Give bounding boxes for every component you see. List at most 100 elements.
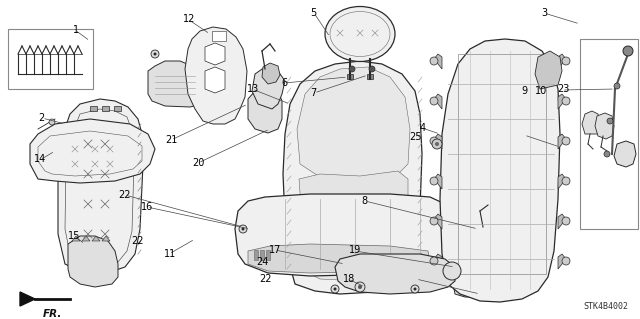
Polygon shape	[558, 94, 566, 109]
Polygon shape	[82, 236, 90, 241]
Circle shape	[413, 287, 417, 291]
Text: 11: 11	[163, 249, 176, 259]
Circle shape	[154, 53, 157, 56]
Text: 20: 20	[192, 158, 205, 168]
Polygon shape	[252, 67, 285, 109]
Polygon shape	[68, 236, 118, 287]
Polygon shape	[558, 214, 566, 229]
Bar	[212, 31, 226, 41]
Text: 10: 10	[534, 86, 547, 96]
Circle shape	[430, 137, 438, 145]
Circle shape	[562, 177, 570, 185]
Polygon shape	[452, 254, 492, 297]
Polygon shape	[185, 27, 247, 124]
Bar	[413, 266, 425, 284]
Polygon shape	[475, 224, 500, 256]
Polygon shape	[262, 63, 280, 84]
Circle shape	[49, 119, 55, 125]
Polygon shape	[283, 61, 422, 294]
Polygon shape	[558, 54, 566, 69]
Text: 7: 7	[310, 87, 317, 98]
Polygon shape	[582, 111, 600, 134]
Bar	[580, 39, 638, 229]
Polygon shape	[58, 99, 143, 272]
Bar	[114, 106, 121, 111]
Polygon shape	[335, 254, 455, 294]
Polygon shape	[102, 236, 110, 241]
Bar	[458, 54, 546, 274]
Bar	[102, 106, 109, 111]
Circle shape	[355, 282, 365, 292]
Bar	[266, 250, 270, 260]
Circle shape	[614, 83, 620, 89]
Polygon shape	[300, 219, 412, 281]
Bar	[254, 250, 258, 260]
Bar	[362, 266, 374, 284]
Polygon shape	[434, 254, 442, 269]
Text: 4: 4	[419, 122, 426, 133]
Circle shape	[623, 46, 633, 56]
Text: 6: 6	[282, 78, 288, 88]
Text: 19: 19	[349, 245, 362, 256]
Circle shape	[430, 177, 438, 185]
Polygon shape	[535, 51, 562, 89]
Polygon shape	[205, 43, 225, 65]
Text: 9: 9	[522, 86, 528, 96]
Circle shape	[430, 57, 438, 65]
Circle shape	[432, 139, 442, 149]
Text: 25: 25	[410, 132, 422, 142]
Polygon shape	[434, 134, 442, 149]
Circle shape	[411, 285, 419, 293]
Circle shape	[358, 285, 362, 289]
Circle shape	[239, 225, 247, 233]
Bar	[367, 74, 373, 79]
Text: 1: 1	[72, 25, 79, 35]
Polygon shape	[297, 67, 410, 179]
Text: 14: 14	[33, 154, 46, 165]
Bar	[379, 266, 391, 284]
Polygon shape	[614, 141, 636, 167]
Polygon shape	[72, 236, 80, 241]
Text: 2: 2	[38, 113, 45, 123]
Text: 18: 18	[342, 274, 355, 284]
Circle shape	[604, 151, 610, 157]
Polygon shape	[205, 67, 225, 93]
Polygon shape	[20, 292, 35, 306]
Circle shape	[331, 285, 339, 293]
Text: 21: 21	[165, 135, 178, 145]
Polygon shape	[558, 134, 566, 149]
Text: 24: 24	[256, 256, 269, 267]
Circle shape	[562, 257, 570, 265]
Circle shape	[562, 137, 570, 145]
Bar	[347, 74, 353, 79]
Polygon shape	[148, 61, 208, 107]
Circle shape	[430, 217, 438, 225]
Text: FR.: FR.	[42, 309, 61, 319]
Text: 5: 5	[310, 8, 317, 18]
Polygon shape	[235, 194, 452, 276]
Polygon shape	[30, 119, 155, 183]
Polygon shape	[434, 214, 442, 229]
Text: 12: 12	[182, 14, 195, 24]
Polygon shape	[558, 174, 566, 189]
Circle shape	[151, 50, 159, 58]
Circle shape	[435, 142, 439, 146]
Bar	[260, 250, 264, 260]
Text: 22: 22	[118, 189, 131, 200]
Text: 22: 22	[131, 236, 144, 246]
Polygon shape	[434, 94, 442, 109]
Circle shape	[562, 97, 570, 105]
Circle shape	[430, 257, 438, 265]
Text: 16: 16	[141, 202, 154, 212]
Polygon shape	[434, 174, 442, 189]
Circle shape	[562, 57, 570, 65]
Bar	[8, 29, 93, 89]
Circle shape	[607, 118, 613, 124]
Text: 3: 3	[541, 8, 547, 18]
Circle shape	[241, 227, 244, 231]
Circle shape	[333, 287, 337, 291]
Text: 17: 17	[269, 245, 282, 256]
Text: STK4B4002: STK4B4002	[583, 302, 628, 311]
Text: 22: 22	[259, 274, 272, 284]
Circle shape	[349, 66, 355, 72]
